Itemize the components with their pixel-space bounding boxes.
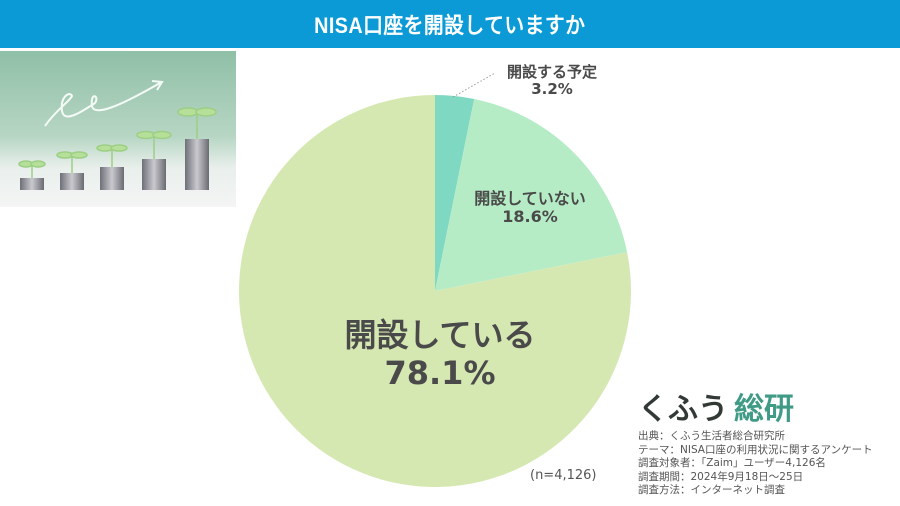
- source-line: 調査方法：インターネット調査: [638, 484, 785, 496]
- brand-name-part2: 総研: [734, 392, 794, 427]
- slice-label-not-opened: 開設していない 18.6%: [455, 190, 605, 225]
- slice-name: 開設していない: [474, 189, 586, 208]
- pie-slice: [239, 95, 631, 487]
- source-line: 調査期間：2024年9月18日～25日: [638, 470, 804, 483]
- slice-name: 開設する予定: [506, 63, 597, 81]
- sample-size: (n=4,126): [530, 468, 597, 483]
- slice-value: 3.2%: [531, 79, 573, 98]
- brand-logo: くふう 総研: [638, 384, 794, 428]
- pie-slice: [435, 95, 475, 291]
- brand-name-part1: くふう: [638, 392, 728, 427]
- slice-name: 開設している: [344, 316, 536, 354]
- leader-line: [452, 72, 496, 98]
- coins-growing-sprouts-photo: [0, 51, 236, 207]
- source-line: テーマ：NISA口座の利用状況に関するアンケート: [638, 443, 873, 456]
- source-line: 調査対象者：「Zaim」ユーザー4,126名: [638, 457, 826, 469]
- slice-value: 78.1%: [384, 354, 496, 393]
- slice-value: 18.6%: [502, 206, 558, 226]
- pie-slice: [435, 98, 628, 291]
- slice-label-planning: 開設する予定 3.2%: [492, 64, 612, 97]
- slice-label-opened: 開設している 78.1%: [300, 316, 580, 393]
- chart-title: NISA口座を開設していますか: [314, 13, 586, 38]
- source-line: 出典：くふう生活者総合研究所: [638, 430, 785, 442]
- source-notes: 出典：くふう生活者総合研究所 テーマ：NISA口座の利用状況に関するアンケート …: [638, 430, 873, 498]
- title-banner: NISA口座を開設していますか: [0, 0, 900, 48]
